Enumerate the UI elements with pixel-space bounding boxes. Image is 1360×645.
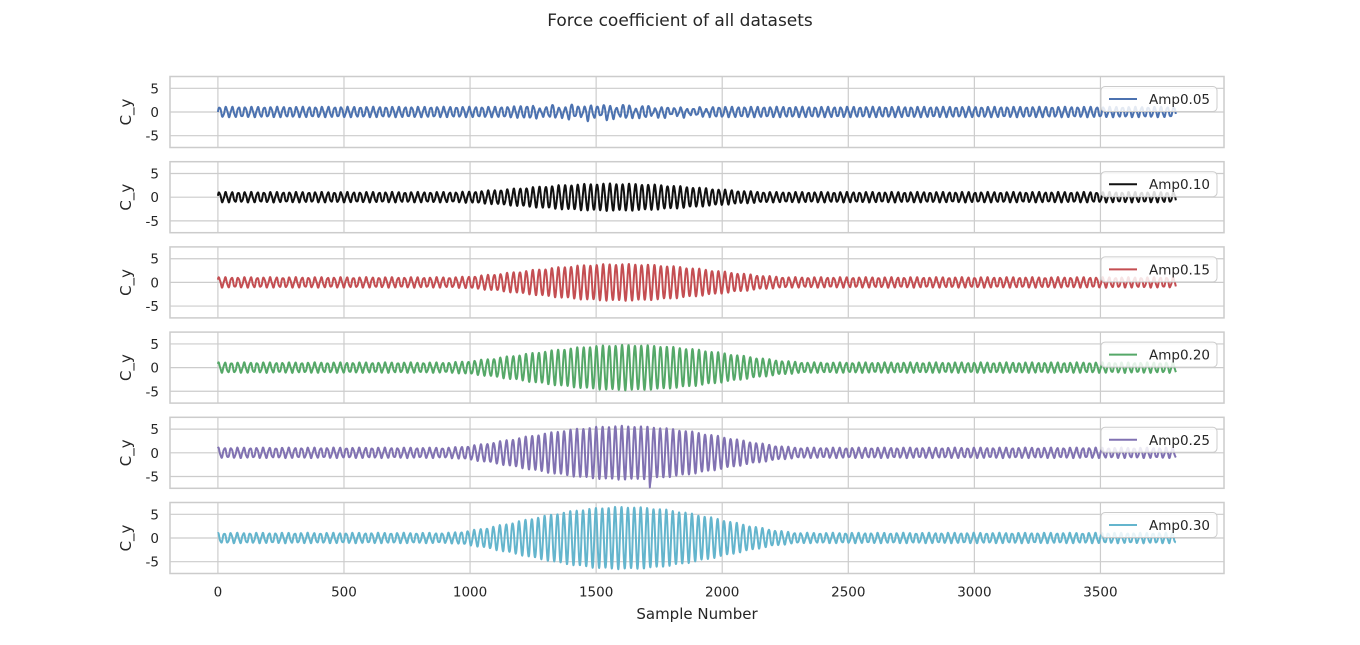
x-tick-label: 2000 (705, 585, 739, 601)
legend-box (1100, 426, 1218, 453)
legend: Amp0.25 (1100, 426, 1218, 453)
legend-label: Amp0.30 (1149, 518, 1210, 534)
legend: Amp0.30 (1100, 512, 1218, 538)
subplot-amp0-20: 5 0 -5 C_y Amp0.20 (117, 331, 1225, 404)
axes-frame (169, 246, 1225, 319)
legend-label: Amp0.10 (1149, 177, 1210, 193)
axes-frame (169, 416, 1225, 490)
y-tick-label: -5 (146, 555, 159, 571)
legend-box (1100, 171, 1218, 198)
series-line-amp0-25 (216, 424, 1177, 489)
y-tick-label: 0 (150, 275, 159, 291)
legend-label: Amp0.05 (1149, 92, 1210, 108)
x-axis-label: Sample Number (636, 605, 758, 623)
legend-label: Amp0.25 (1149, 433, 1210, 449)
y-tick-label: -5 (146, 299, 159, 315)
y-axis-label: C_y (117, 184, 136, 211)
x-tick-label: 2500 (831, 585, 865, 601)
axes-frame (169, 501, 1225, 575)
series-line-amp0-15 (216, 263, 1177, 302)
y-tick-label: 5 (150, 252, 159, 268)
x-tick-labels: 0 500 1000 1500 2000 2500 3000 3500 (214, 585, 1118, 601)
y-tick-label: 0 (150, 105, 159, 121)
axes-frame (169, 160, 1225, 234)
legend: Amp0.15 (1100, 256, 1218, 283)
subplot-amp0-15: 5 0 -5 C_y Amp0.15 (117, 246, 1225, 319)
legend-label: Amp0.20 (1149, 348, 1210, 364)
y-axis-label: C_y (117, 354, 136, 381)
y-tick-label: -5 (146, 469, 159, 485)
legend: Amp0.20 (1100, 341, 1218, 368)
x-tick-label: 3500 (1083, 585, 1117, 601)
legend-box (1100, 341, 1218, 368)
series-line-amp0-05 (216, 103, 1177, 123)
axes-frame (169, 75, 1225, 149)
y-axis-label: C_y (117, 269, 136, 296)
chart-title: Force coefficient of all datasets (547, 11, 813, 31)
y-tick-label: 0 (150, 190, 159, 206)
subplot-amp0-25: 5 0 -5 C_y Amp0.25 (117, 416, 1225, 490)
y-tick-label: 0 (150, 531, 159, 547)
legend: Amp0.05 (1100, 86, 1218, 112)
x-tick-label: 500 (331, 585, 357, 601)
legend-box (1100, 256, 1218, 283)
subplot-amp0-10: 5 0 -5 C_y Amp0.10 (117, 160, 1225, 234)
legend-box (1100, 86, 1218, 112)
series-line-amp0-20 (216, 343, 1177, 392)
legend-box (1100, 512, 1218, 538)
x-tick-label: 1500 (579, 585, 613, 601)
y-tick-label: 5 (150, 422, 159, 438)
subplot-amp0-30: 5 0 -5 C_y Amp0.30 (117, 501, 1225, 575)
y-tick-label: 5 (150, 167, 159, 183)
legend: Amp0.10 (1100, 171, 1218, 198)
y-tick-label: 5 (150, 337, 159, 353)
y-tick-label: 5 (150, 81, 159, 97)
y-tick-label: 5 (150, 507, 159, 523)
y-tick-label: 0 (150, 446, 159, 462)
series-line-amp0-30 (217, 505, 1177, 571)
y-axis-label: C_y (117, 439, 136, 466)
y-tick-label: -5 (146, 214, 159, 230)
subplot-amp0-05: 5 0 -5 C_y Amp0.05 (117, 75, 1225, 149)
y-tick-label: -5 (146, 384, 159, 400)
axes-frame (169, 331, 1225, 404)
subplots: 5 0 -5 C_y Amp0.05 5 0 -5 C_y Amp0.10 5 0 -5 C_y Amp0.… (117, 75, 1225, 575)
x-tick-label: 0 (214, 585, 223, 601)
x-tick-label: 3000 (957, 585, 991, 601)
series-line-amp0-10 (216, 182, 1177, 212)
legend-label: Amp0.15 (1149, 262, 1210, 278)
y-tick-label: 0 (150, 361, 159, 377)
y-axis-label: C_y (117, 524, 136, 551)
y-axis-label: C_y (117, 98, 136, 125)
y-tick-label: -5 (146, 129, 159, 145)
x-tick-label: 1000 (453, 585, 487, 601)
